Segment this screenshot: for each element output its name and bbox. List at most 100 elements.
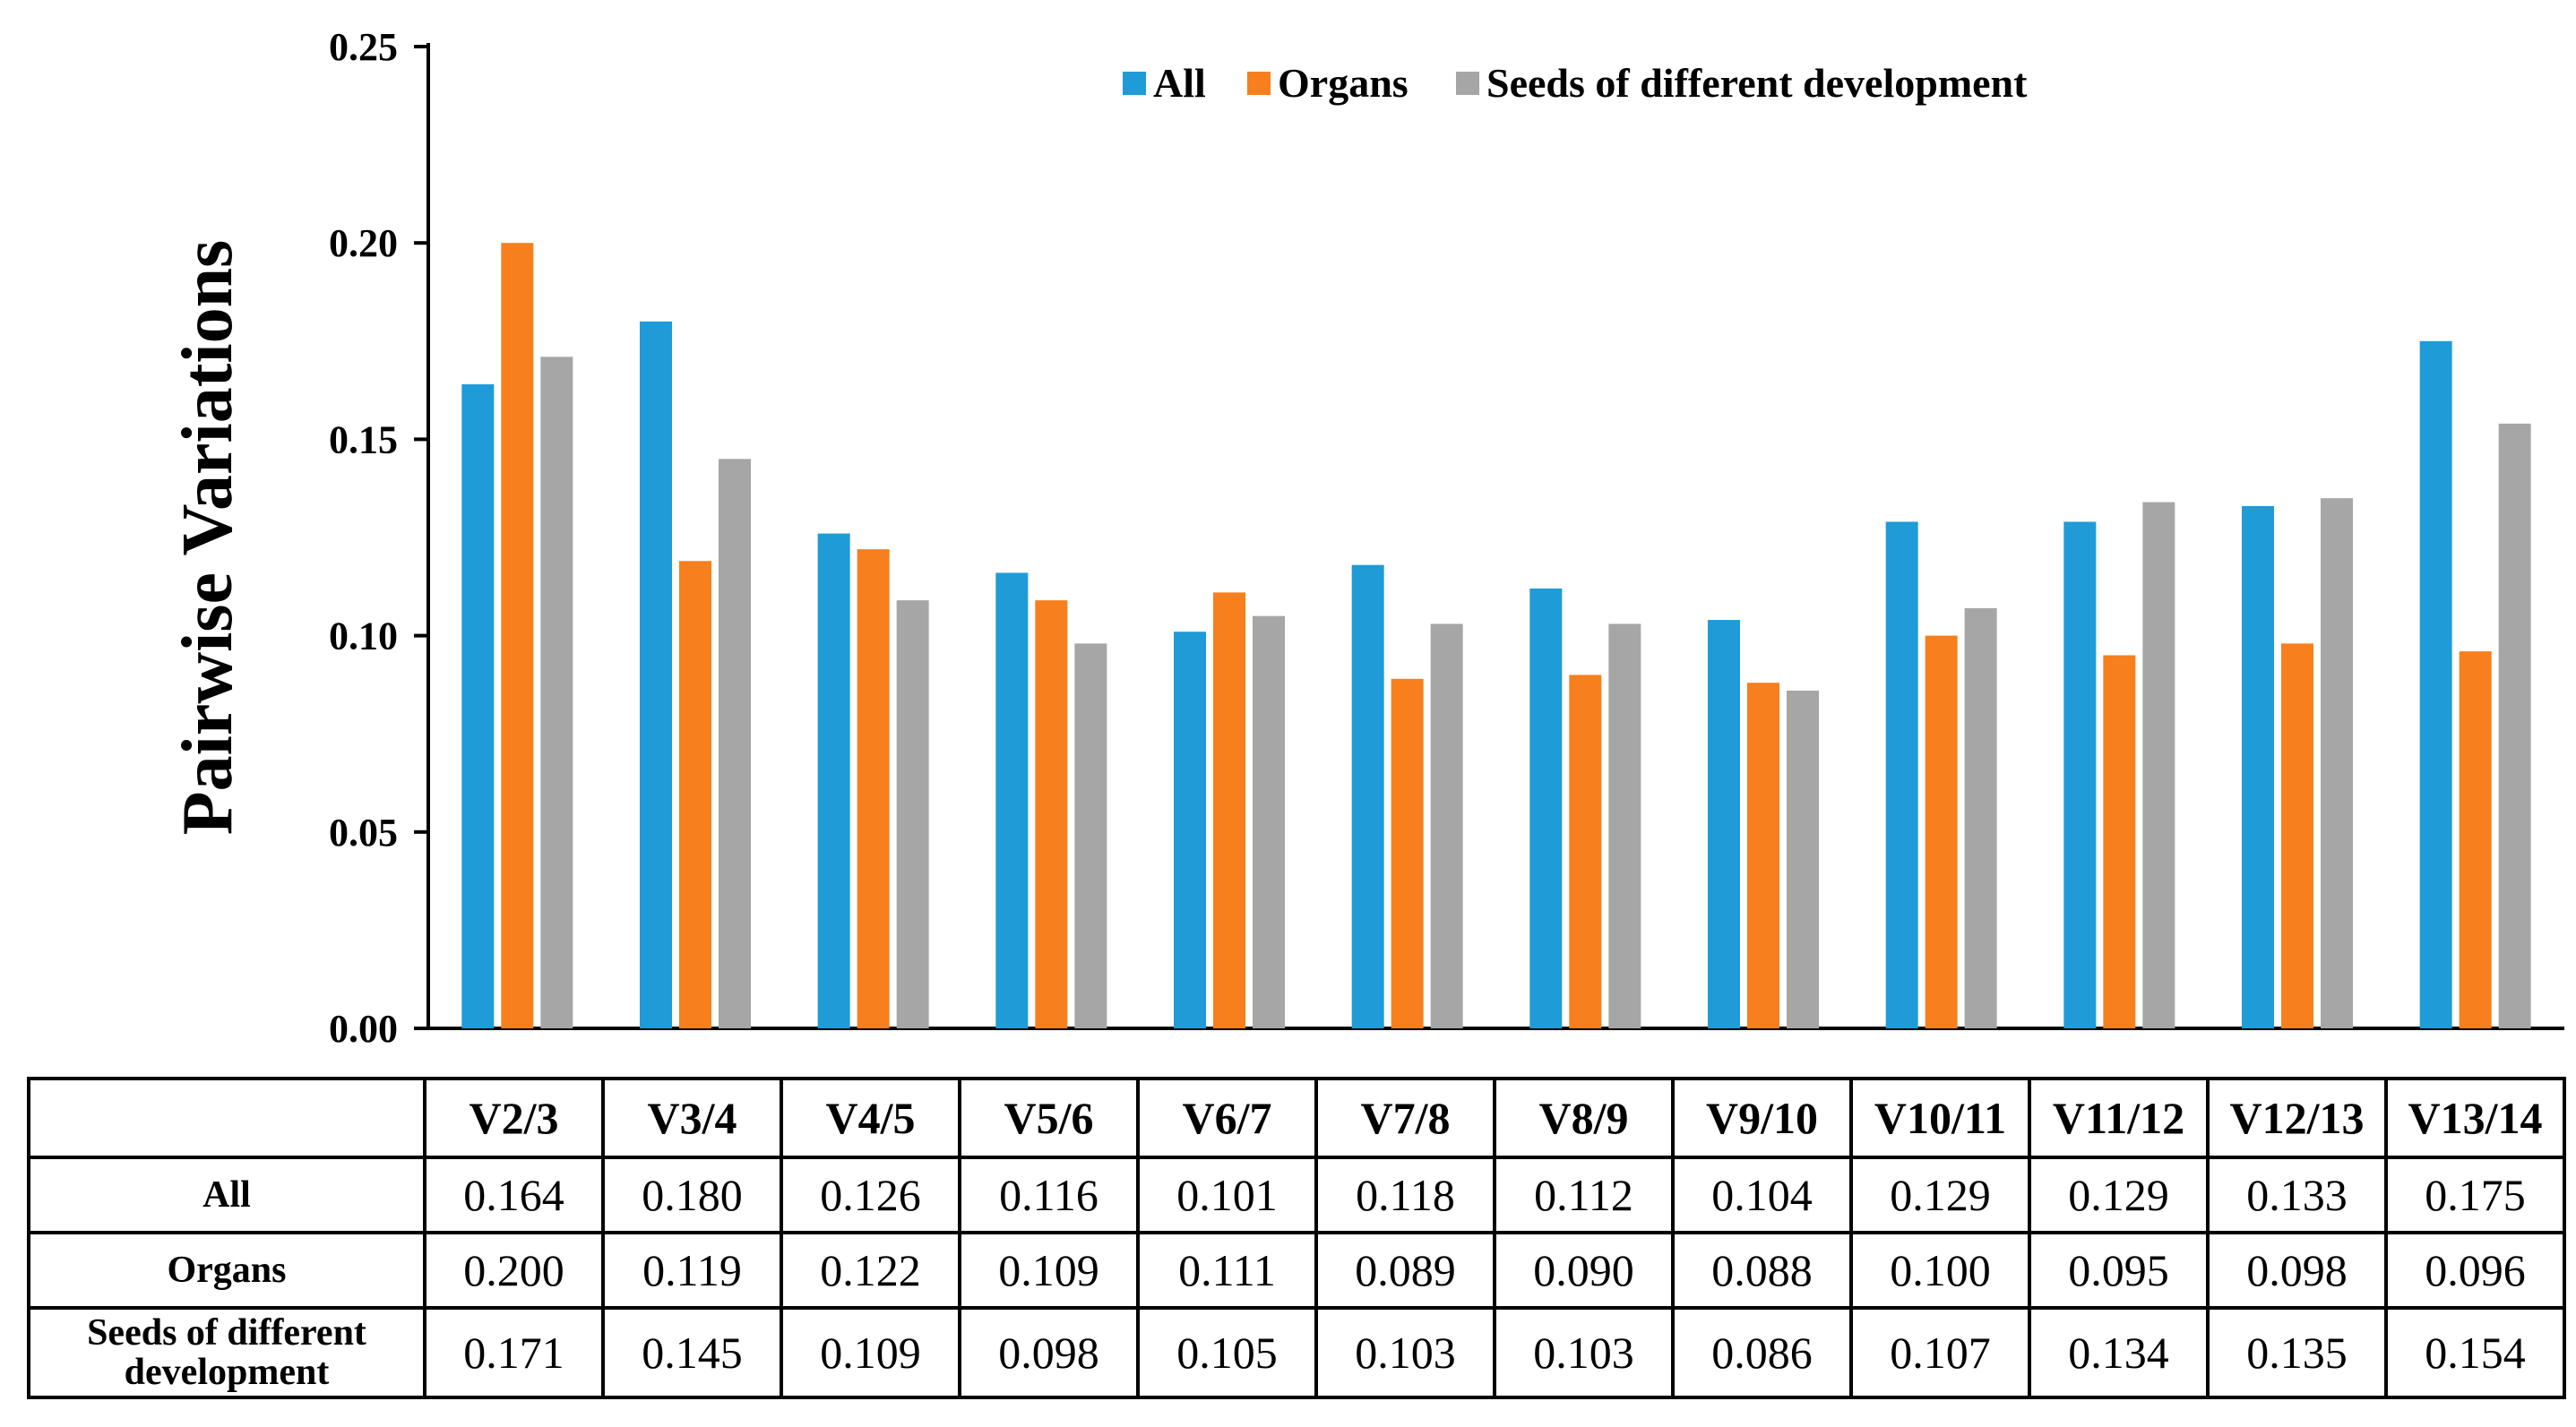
table-cell: 0.104 bbox=[1671, 1156, 1853, 1234]
bar-all-v4-5 bbox=[817, 533, 850, 1028]
table-cell: 0.122 bbox=[780, 1231, 961, 1310]
table-cell: 0.103 bbox=[1314, 1306, 1496, 1399]
table-cell: 0.095 bbox=[2028, 1231, 2210, 1310]
table-cell: 0.129 bbox=[1849, 1156, 2031, 1234]
bar-organs-v13-14 bbox=[2459, 651, 2492, 1028]
y-tick-label: 0.15 bbox=[329, 417, 398, 461]
table-corner-cell bbox=[27, 1077, 426, 1159]
table-cell: 0.116 bbox=[958, 1156, 1140, 1234]
table-cell: 0.107 bbox=[1849, 1306, 2031, 1399]
bar-seeds-v2-3 bbox=[540, 357, 573, 1028]
table-row: All 0.164 0.180 0.126 0.116 0.101 0.118 0.112 0.… bbox=[27, 1156, 2566, 1234]
legend-swatch-seeds bbox=[1456, 72, 1479, 95]
table-cell: 0.112 bbox=[1493, 1156, 1675, 1234]
axes: 0.00 0.05 0.10 0.15 0.20 0.25 bbox=[329, 25, 2564, 1051]
table-cell: 0.096 bbox=[2384, 1231, 2566, 1310]
legend-label-all: All bbox=[1153, 60, 1206, 106]
legend-swatch-organs bbox=[1247, 72, 1271, 95]
table-cell: 0.105 bbox=[1136, 1306, 1318, 1399]
table-cell: 0.118 bbox=[1314, 1156, 1496, 1234]
table-cell: 0.088 bbox=[1671, 1231, 1853, 1310]
bar-all-v6-7 bbox=[1174, 632, 1206, 1028]
table-column-header: V12/13 bbox=[2206, 1077, 2388, 1159]
table-cell: 0.101 bbox=[1136, 1156, 1318, 1234]
bar-all-v3-4 bbox=[640, 321, 672, 1028]
table-cell: 0.119 bbox=[601, 1231, 783, 1310]
bar-seeds-v8-9 bbox=[1608, 623, 1641, 1028]
bar-all-v5-6 bbox=[995, 572, 1029, 1028]
table-column-header: V11/12 bbox=[2028, 1077, 2210, 1159]
table-column-header: V6/7 bbox=[1136, 1077, 1318, 1159]
table-cell: 0.098 bbox=[2206, 1231, 2388, 1310]
table-cell: 0.098 bbox=[958, 1306, 1140, 1399]
table-cell: 0.111 bbox=[1136, 1231, 1318, 1310]
bar-organs-v8-9 bbox=[1569, 675, 1602, 1028]
bar-seeds-v5-6 bbox=[1074, 643, 1107, 1028]
bar-organs-v9-10 bbox=[1747, 683, 1779, 1028]
bar-seeds-v12-13 bbox=[2321, 498, 2353, 1028]
y-tick-label: 0.25 bbox=[329, 25, 398, 69]
table-column-header: V7/8 bbox=[1314, 1077, 1496, 1159]
table-row: Organs 0.200 0.119 0.122 0.109 0.111 0.089 0.09… bbox=[27, 1231, 2566, 1310]
bar-organs-v6-7 bbox=[1213, 592, 1245, 1028]
bar-all-v9-10 bbox=[1708, 620, 1740, 1028]
bar-seeds-v4-5 bbox=[896, 600, 929, 1028]
table-cell: 0.134 bbox=[2028, 1306, 2210, 1399]
bar-organs-v12-13 bbox=[2281, 643, 2313, 1028]
table-column-header: V10/11 bbox=[1849, 1077, 2031, 1159]
bar-seeds-v10-11 bbox=[1964, 607, 1997, 1028]
bar-all-v10-11 bbox=[1885, 521, 1918, 1028]
table-column-header: V2/3 bbox=[423, 1077, 605, 1159]
bar-seeds-v6-7 bbox=[1253, 615, 1285, 1028]
bar-seeds-v7-8 bbox=[1430, 623, 1463, 1028]
table-row-label: Organs bbox=[27, 1231, 426, 1310]
table-header-row: V2/3 V3/4 V4/5 V5/6 V6/7 V7/8 V8/9 V9/10 V10/11 V… bbox=[27, 1077, 2566, 1159]
table-column-header: V9/10 bbox=[1671, 1077, 1853, 1159]
y-tick-label: 0.10 bbox=[329, 615, 398, 658]
bar-seeds-v11-12 bbox=[2142, 502, 2175, 1028]
table-cell: 0.180 bbox=[601, 1156, 783, 1234]
table-row: Seeds of different development 0.171 0.145… bbox=[27, 1306, 2566, 1399]
bar-seeds-v9-10 bbox=[1787, 690, 1819, 1028]
bar-organs-v3-4 bbox=[679, 561, 711, 1028]
bar-all-v11-12 bbox=[2063, 521, 2097, 1028]
legend-label-seeds: Seeds of different development bbox=[1486, 60, 2028, 106]
table-cell: 0.129 bbox=[2028, 1156, 2210, 1234]
table-cell: 0.135 bbox=[2206, 1306, 2388, 1399]
y-axis-label: Pairwise Variations bbox=[168, 240, 247, 835]
bar-organs-v5-6 bbox=[1035, 600, 1068, 1028]
legend: All Organs Seeds of different development bbox=[1123, 60, 2028, 106]
table-column-header: V5/6 bbox=[958, 1077, 1140, 1159]
table-cell: 0.133 bbox=[2206, 1156, 2388, 1234]
table-cell: 0.200 bbox=[423, 1231, 605, 1310]
bar-all-v13-14 bbox=[2419, 340, 2452, 1028]
bar-all-v2-3 bbox=[461, 384, 495, 1028]
table-cell: 0.089 bbox=[1314, 1231, 1496, 1310]
table-column-header: V8/9 bbox=[1493, 1077, 1675, 1159]
table-cell: 0.103 bbox=[1493, 1306, 1675, 1399]
bar-seeds-v3-4 bbox=[719, 459, 751, 1028]
bar-all-v8-9 bbox=[1529, 588, 1563, 1028]
table-cell: 0.126 bbox=[780, 1156, 961, 1234]
bar-all-v7-8 bbox=[1351, 564, 1384, 1028]
table-cell: 0.154 bbox=[2384, 1306, 2566, 1399]
table-column-header: V13/14 bbox=[2384, 1077, 2566, 1159]
bar-seeds-v13-14 bbox=[2498, 423, 2531, 1028]
y-tick-label: 0.00 bbox=[329, 1007, 398, 1051]
table-row-label: All bbox=[27, 1156, 426, 1234]
bars-group bbox=[461, 243, 2531, 1028]
legend-label-organs: Organs bbox=[1278, 60, 1409, 106]
y-tick-label: 0.05 bbox=[329, 811, 398, 855]
bar-organs-v4-5 bbox=[857, 549, 890, 1028]
table-cell: 0.164 bbox=[423, 1156, 605, 1234]
table-cell: 0.090 bbox=[1493, 1231, 1675, 1310]
data-table: V2/3 V3/4 V4/5 V5/6 V6/7 V7/8 V8/9 V9/10 V10/11 V… bbox=[27, 1077, 2566, 1399]
table-cell: 0.171 bbox=[423, 1306, 605, 1399]
table-cell: 0.145 bbox=[601, 1306, 783, 1399]
table-row-label: Seeds of different development bbox=[27, 1306, 426, 1399]
bar-organs-v2-3 bbox=[501, 243, 534, 1028]
legend-swatch-all bbox=[1123, 72, 1146, 95]
table-cell: 0.100 bbox=[1849, 1231, 2031, 1310]
bar-organs-v11-12 bbox=[2103, 655, 2136, 1028]
